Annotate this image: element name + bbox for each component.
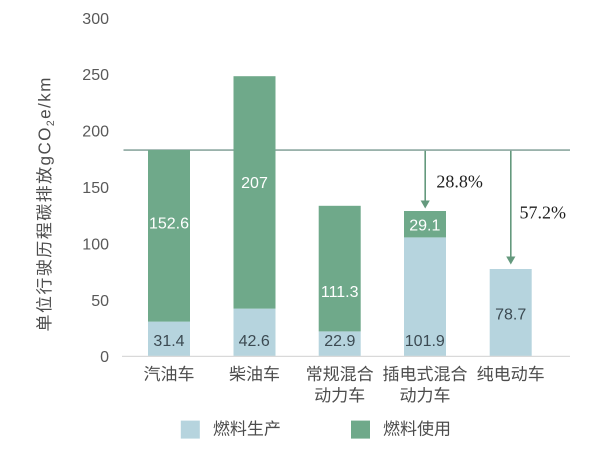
svg-text:28.8%: 28.8% [436, 171, 483, 191]
svg-text:101.9: 101.9 [405, 333, 445, 350]
svg-text:0: 0 [100, 349, 109, 366]
svg-text:111.3: 111.3 [321, 284, 359, 301]
svg-text:100: 100 [82, 236, 109, 253]
svg-text:300: 300 [82, 11, 109, 28]
svg-text:200: 200 [82, 124, 109, 141]
svg-text:250: 250 [82, 67, 109, 84]
svg-text:31.4: 31.4 [153, 333, 184, 350]
svg-text:50: 50 [91, 293, 109, 310]
svg-text:29.1: 29.1 [409, 218, 440, 235]
svg-text:57.2%: 57.2% [520, 202, 567, 222]
svg-text:78.7: 78.7 [495, 306, 526, 323]
svg-text:22.9: 22.9 [324, 333, 355, 350]
svg-text:152.6: 152.6 [149, 215, 189, 232]
svg-text:150: 150 [82, 180, 109, 197]
svg-text:207: 207 [241, 175, 268, 192]
svg-text:42.6: 42.6 [239, 333, 270, 350]
